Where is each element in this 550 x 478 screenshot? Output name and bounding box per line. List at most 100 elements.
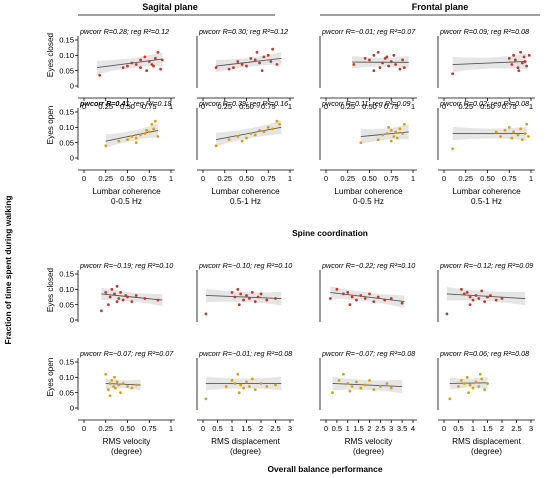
data-point [104, 291, 108, 294]
data-point [224, 385, 228, 388]
panel-stat: pwcorr R=0.11; reg R²=0.09 [321, 99, 411, 108]
data-point [387, 125, 391, 129]
data-point [520, 138, 524, 142]
data-point [245, 64, 248, 68]
data-point [359, 294, 363, 297]
panel-stat-text: pwcorr R=−0.01; reg R²=0.07 [321, 27, 416, 36]
data-point [121, 298, 125, 302]
data-point [147, 60, 151, 63]
panel-stat: pwcorr R=−0.22; reg R²=0.10 [321, 261, 415, 270]
data-point [278, 122, 281, 126]
data-point [104, 372, 108, 376]
data-point [512, 130, 515, 134]
x-tick-label: 0.50 [480, 174, 495, 183]
data-point [523, 132, 527, 135]
data-point [457, 385, 460, 388]
data-point [245, 136, 248, 140]
data-point [385, 382, 389, 385]
data-point [468, 295, 472, 299]
data-point [117, 383, 121, 387]
data-point [259, 292, 263, 296]
data-point [119, 391, 122, 395]
x-tick-label: 0.25 [98, 424, 113, 433]
x-tick-label: 1 [411, 102, 415, 111]
data-point [389, 129, 393, 132]
data-point [258, 129, 261, 132]
x-tick-label: 0.75 [261, 174, 276, 183]
data-point [368, 292, 371, 296]
x-tick-label: 0.50 [120, 424, 135, 433]
x-tick-label: 0.75 [502, 174, 517, 183]
data-point [115, 284, 119, 288]
y-tick-label: 0.10 [59, 373, 74, 382]
y-tick-label: 0.15 [59, 108, 74, 117]
data-point [152, 64, 156, 68]
panel-stat: pwcorr R=−0.19; reg R²=0.10 [79, 261, 173, 270]
x-axis-label: Lumbar coherence [92, 187, 161, 196]
x-tick-label: 0 [201, 424, 205, 433]
data-point [468, 383, 472, 387]
data-point [383, 298, 387, 302]
data-point [516, 66, 520, 69]
data-point [274, 297, 277, 300]
data-point [513, 58, 517, 62]
x-axis-label: Lumbar coherence [211, 187, 280, 196]
data-point [108, 295, 112, 299]
y-tick-label: 0.05 [59, 300, 74, 309]
data-point [460, 379, 463, 382]
x-axis-label: 0-0.5 Hz [353, 197, 384, 206]
data-point [253, 58, 257, 62]
y-tick-label: 0.10 [59, 285, 74, 294]
data-point [117, 297, 121, 300]
data-point [248, 297, 251, 300]
data-point [110, 287, 114, 291]
data-point [392, 135, 396, 138]
x-tick-label: 1 [169, 102, 173, 111]
data-point [214, 144, 218, 148]
x-tick-label: 1 [411, 174, 415, 183]
panel-stat: pwcorr R=0.06; reg R²=0.08 [439, 349, 529, 358]
panel-stat-text: ; reg R²=0.18 [129, 99, 171, 108]
data-point [232, 66, 235, 69]
x-tick-label: 2.5 [375, 424, 386, 433]
panel-r2-c2: pwcorr R=−0.22; reg R²=0.10 [319, 261, 415, 322]
y-tick-label: 0.05 [59, 66, 74, 75]
x-tick-label: 0.75 [142, 174, 157, 183]
data-point [153, 119, 157, 123]
data-point [143, 132, 147, 135]
x-axis-label: (degree) [471, 447, 502, 456]
data-point [516, 133, 520, 137]
panel-r0-c3: pwcorr R=0.09; reg R²=0.08 0 0.25 0.50 0.75 1 [437, 27, 535, 111]
data-point [483, 300, 486, 303]
panel-r1-c1: pwcorr R=0.39; reg R²=0.160 0.25 0.50 0.75 1 [196, 99, 294, 183]
data-point [108, 382, 112, 385]
data-point [477, 385, 481, 388]
x-axis-label: 0.5-1 Hz [471, 197, 502, 206]
x-tick-label: 1 [529, 102, 533, 111]
figure-ylabel: Fraction of time spent during walking [3, 196, 13, 345]
data-point [262, 55, 266, 59]
data-point [156, 135, 160, 138]
data-point [121, 382, 125, 385]
data-point [106, 303, 110, 307]
data-point [113, 375, 116, 379]
panel-stat-text: pwcorr R=−0.12; reg R²=0.09 [439, 261, 533, 270]
data-point [471, 386, 475, 390]
data-point [134, 63, 138, 66]
data-point [271, 47, 274, 51]
data-point [517, 69, 521, 73]
data-point [401, 132, 404, 135]
data-point [150, 122, 154, 126]
panel-stat: pwcorr R=0.30; reg R²=0.12 [198, 27, 288, 36]
data-point [113, 386, 117, 390]
data-point [401, 58, 404, 62]
x-axis-label: Lumbar coherence [452, 187, 521, 196]
data-point [255, 50, 259, 54]
row-label-2: Eyes closed [46, 267, 55, 312]
x-axis-label: RMS displacement [211, 437, 280, 446]
panel-stat: pwcorr R=−0.01; reg R²=0.08 [198, 349, 292, 358]
y-tick-label: 0.15 [59, 358, 74, 367]
x-tick-label: 4 [411, 424, 415, 433]
data-point [271, 127, 274, 131]
data-point [525, 64, 529, 68]
